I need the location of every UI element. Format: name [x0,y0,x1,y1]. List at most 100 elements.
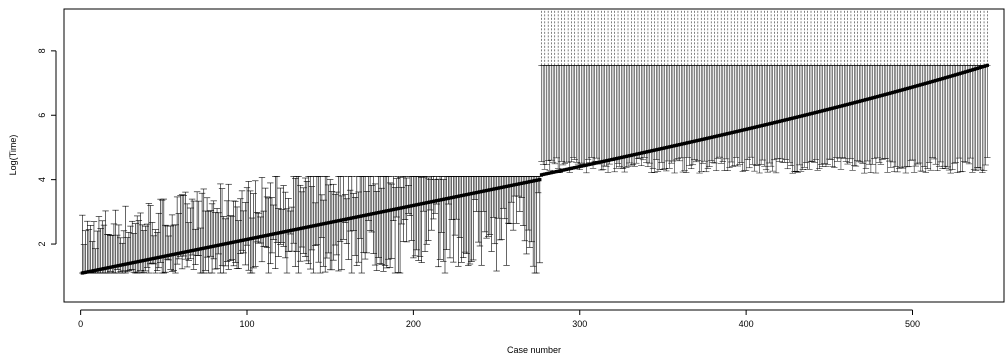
data-point [569,166,574,170]
error-bar [821,65,828,164]
data-point [95,268,99,272]
data-point [556,169,560,173]
data-point [616,156,620,160]
error-bar [709,65,717,163]
data-point [519,181,524,185]
data-point [242,238,246,242]
data-point [669,144,673,149]
error-bar [283,208,291,274]
data-point [977,66,981,70]
data-point [905,86,910,91]
error-bar [277,187,284,245]
error-bar [89,241,96,274]
error-bar [616,65,623,167]
error-bar [594,65,602,165]
error-bars-group [79,9,991,274]
data-point [288,228,292,233]
error-bar [468,176,475,262]
data-point [278,231,282,235]
y-tick-label: 2 [37,242,47,247]
data-point [413,203,417,207]
data-point [435,199,439,203]
error-bar [243,187,251,246]
data-point [335,219,339,223]
data-point [375,211,379,215]
data-point [912,85,916,89]
error-bar [969,65,976,173]
data-point [258,235,262,239]
data-point [478,190,482,194]
error-bar [886,65,893,162]
error-bar [441,176,449,274]
data-point [846,102,850,107]
error-bar [202,210,209,271]
error-bar [84,220,91,274]
data-point [400,206,404,210]
error-bar [446,176,454,259]
data-point [814,110,818,115]
error-bar [874,65,881,159]
data-point [801,114,805,118]
data-point [821,109,825,113]
data-point [341,218,346,222]
data-point [463,193,467,197]
data-point [894,90,898,94]
data-point [904,87,908,91]
data-point [430,200,434,204]
data-point [516,182,520,186]
error-bar [704,65,712,169]
error-bar [766,65,773,164]
error-bar [260,210,267,247]
error-bar [358,176,366,274]
error-bar [899,65,906,169]
error-bar [285,198,292,252]
error-bar [586,65,593,163]
data-point [383,209,387,213]
error-bar [591,65,598,162]
error-bar [804,65,811,170]
data-point [170,253,174,257]
data-point [321,222,326,226]
data-point [355,215,359,219]
error-bar [178,194,186,270]
error-bar [481,176,489,233]
error-bar [767,65,775,167]
error-bar [217,183,224,274]
x-tick-label: 400 [739,319,754,329]
data-point [122,262,126,267]
error-bar [278,209,286,243]
error-bar [671,65,678,174]
error-bar [826,65,833,160]
error-bar [431,179,439,214]
data-point [779,119,783,123]
data-point [671,144,675,148]
data-point [619,155,623,160]
data-point [538,178,542,182]
data-point [954,73,958,77]
data-point [222,242,226,246]
data-point [466,192,470,196]
error-bar [533,176,540,274]
data-point [511,183,515,187]
error-bar [609,65,617,160]
data-point [167,253,171,257]
error-bar [455,176,462,267]
data-point [754,125,758,129]
data-point [345,217,349,221]
data-point [356,215,361,219]
error-bar [490,176,497,218]
error-bar [486,176,494,235]
error-bar [290,176,297,244]
error-bar [648,65,655,173]
data-point [927,80,931,85]
data-point [759,124,763,128]
data-point [89,269,93,273]
error-bar [198,192,206,274]
data-point [677,142,682,147]
data-point [203,246,208,250]
error-bar [508,176,515,203]
error-bar [134,215,141,274]
data-point [363,213,367,217]
data-point [99,267,103,271]
